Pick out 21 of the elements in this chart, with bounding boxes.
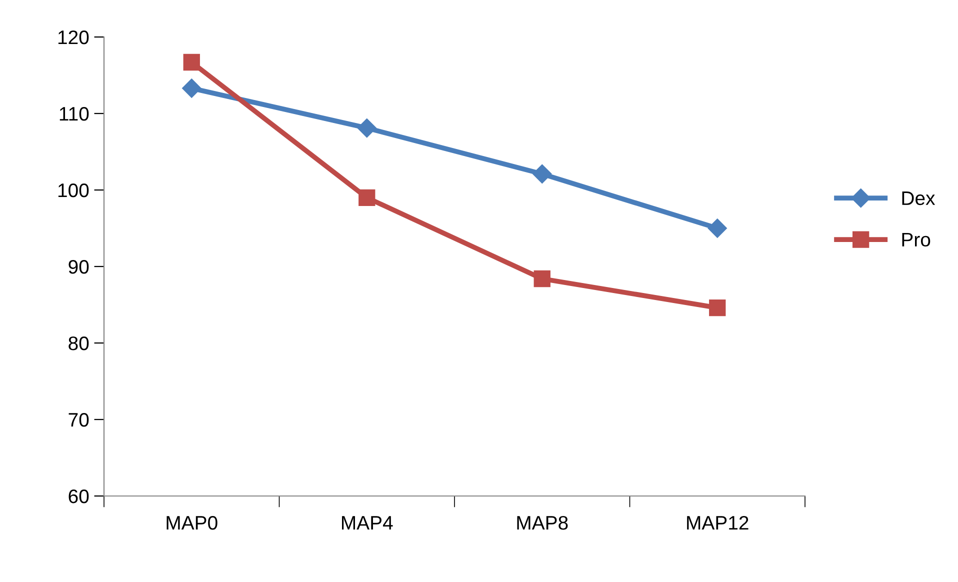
point (534, 270, 550, 288)
x-tick-label: MAP12 (687, 516, 748, 530)
point (182, 78, 202, 98)
y-tick-label: 120 (58, 30, 89, 44)
y-tick-label: 60 (68, 489, 89, 504)
point (183, 54, 200, 71)
point (709, 299, 726, 316)
x-tick-label: MAP0 (166, 516, 218, 530)
legend-label: Pro (902, 232, 930, 247)
legend-label: Dex (902, 192, 936, 206)
y-tick-label: 90 (68, 260, 89, 274)
y-tick-label: 110 (60, 106, 89, 121)
point (358, 189, 376, 206)
y-tick-label: 100 (58, 183, 89, 198)
x-tick-label: MAP8 (517, 516, 568, 530)
y-tick-label: 80 (68, 336, 89, 350)
point (708, 218, 727, 238)
point (532, 164, 552, 184)
x-tick-label: MAP4 (342, 516, 393, 530)
y-tick-label: 70 (68, 412, 89, 427)
point (357, 118, 376, 138)
